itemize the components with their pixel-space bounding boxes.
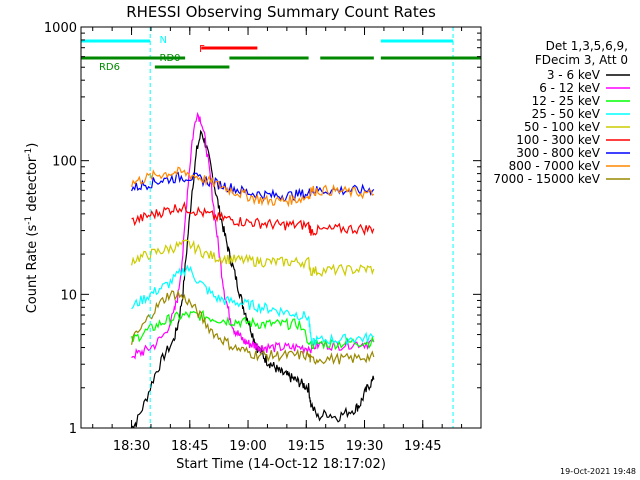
series-line-7 (131, 166, 375, 208)
y-axis-label-exp1: -1 (24, 216, 34, 225)
y-axis-label-main: Count Rate (s (25, 225, 40, 314)
series-layer (131, 111, 375, 428)
series-line-5 (131, 201, 375, 236)
annotation-f: F (199, 44, 205, 55)
x-axis-label: Start Time (14-Oct-12 18:17:02) (176, 457, 386, 472)
series-line-0 (131, 129, 375, 428)
annotation-rd0: RD0 (160, 53, 181, 64)
annotation-rd6: RD6 (99, 62, 120, 73)
legend-label-2: 12 - 25 keV (532, 94, 601, 108)
legend-label-7: 800 - 7000 keV (509, 159, 601, 173)
y-tick-label-1: 10 (60, 288, 77, 303)
series-line-3 (131, 264, 375, 347)
chart-title: RHESSI Observing Summary Count Rates (126, 3, 436, 21)
x-tick-label-1: 18:45 (171, 439, 208, 454)
series-line-8 (131, 289, 375, 365)
series-line-2 (131, 309, 375, 351)
legend-label-1: 6 - 12 keV (539, 81, 601, 95)
annotation-n: N (160, 35, 167, 46)
plot-frame (80, 26, 482, 429)
y-axis-label-mid: detector (25, 156, 40, 216)
y-axis-label-end: ) (25, 143, 40, 148)
y-tick-label-2: 100 (52, 155, 77, 170)
x-tick-label-3: 19:15 (288, 439, 325, 454)
legend: Det 1,3,5,6,9, FDecim 3, Att 0 3 - 6 keV… (493, 39, 630, 186)
legend-label-8: 7000 - 15000 keV (493, 172, 600, 186)
series-line-6 (131, 171, 375, 202)
x-tick-label-5: 19:45 (404, 439, 441, 454)
legend-label-0: 3 - 6 keV (547, 68, 601, 82)
y-axis-label-exp2: -1 (24, 148, 34, 157)
x-tick-label-2: 19:00 (229, 439, 266, 454)
legend-header-1: Det 1,3,5,6,9, (546, 39, 628, 53)
footer-timestamp: 19-Oct-2021 19:48 (560, 467, 636, 476)
legend-label-5: 100 - 300 keV (516, 133, 600, 147)
series-line-4 (131, 239, 375, 278)
legend-label-6: 300 - 800 keV (516, 146, 600, 160)
axis-layer: 18:30 18:45 19:00 19:15 19:30 19:45 1 10 100 1000 (44, 21, 482, 454)
y-tick-label-3: 1000 (44, 21, 77, 36)
x-tick-label-4: 19:30 (346, 439, 383, 454)
legend-label-4: 50 - 100 keV (524, 120, 601, 134)
x-tick-label-0: 18:30 (113, 439, 150, 454)
marks-layer: N F RD0 RD6 (81, 27, 481, 428)
y-tick-label-0: 1 (69, 422, 77, 437)
legend-label-3: 25 - 50 keV (532, 107, 601, 121)
legend-header-2: FDecim 3, Att 0 (535, 53, 628, 67)
y-axis-label: Count Rate (s-1 detector-1) (24, 143, 40, 314)
